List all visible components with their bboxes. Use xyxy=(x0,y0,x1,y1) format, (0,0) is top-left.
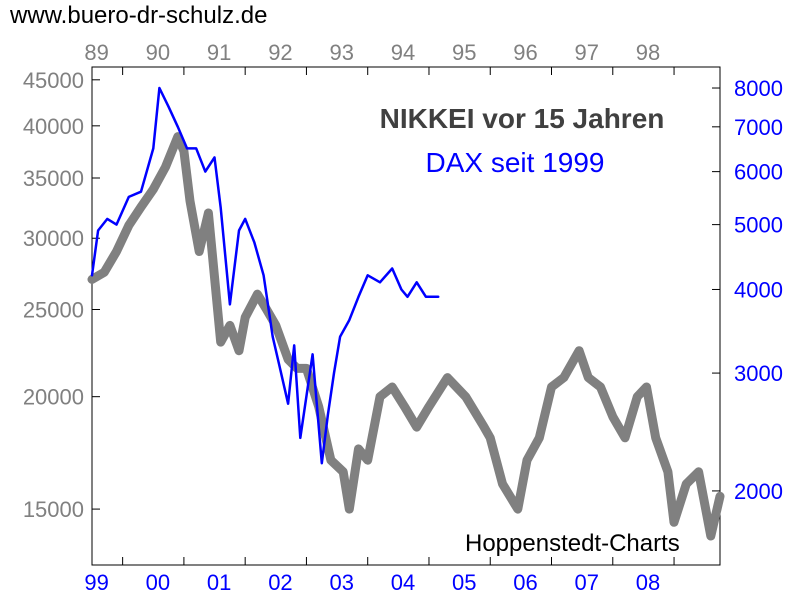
right-y-tick-label: 6000 xyxy=(734,160,783,185)
right-y-tick-label: 5000 xyxy=(734,213,783,238)
plot-border xyxy=(91,66,721,566)
left-y-tick-label: 40000 xyxy=(23,114,84,139)
bottom-x-tick-label: 00 xyxy=(146,570,170,595)
bottom-x-tick-label: 07 xyxy=(575,570,599,595)
top-x-tick-label: 93 xyxy=(329,40,353,65)
dax-series-line xyxy=(90,86,440,465)
top-x-tick-label: 96 xyxy=(513,40,537,65)
bottom-x-tick-label: 03 xyxy=(329,570,353,595)
right-y-tick-label: 3000 xyxy=(734,361,783,386)
bottom-x-tick-label: 04 xyxy=(391,570,415,595)
top-x-tick-label: 89 xyxy=(84,40,108,65)
bottom-x-tick-label: 02 xyxy=(268,570,292,595)
top-x-tick-label: 90 xyxy=(146,40,170,65)
right-y-tick-label: 8000 xyxy=(734,76,783,101)
right-y-tick-label: 7000 xyxy=(734,115,783,140)
bottom-x-tick-label: 05 xyxy=(452,570,476,595)
top-x-tick-label: 98 xyxy=(636,40,660,65)
left-y-tick-label: 35000 xyxy=(23,166,84,191)
bottom-x-tick-label: 01 xyxy=(207,570,231,595)
right-y-tick-label: 4000 xyxy=(734,277,783,302)
left-y-tick-label: 15000 xyxy=(23,497,84,522)
top-x-tick-label: 92 xyxy=(268,40,292,65)
source-watermark: www.buero-dr-schulz.de xyxy=(10,2,268,29)
bottom-x-tick-label: 08 xyxy=(636,570,660,595)
chart-subtitle: DAX seit 1999 xyxy=(426,147,605,178)
top-x-tick-label: 97 xyxy=(575,40,599,65)
left-y-tick-label: 20000 xyxy=(23,385,84,410)
chart-title: NIKKEI vor 15 Jahren xyxy=(380,103,665,134)
left-y-tick-label: 30000 xyxy=(23,226,84,251)
left-y-tick-label: 25000 xyxy=(23,297,84,322)
top-x-tick-label: 94 xyxy=(391,40,415,65)
right-y-tick-label: 2000 xyxy=(734,479,783,504)
nikkei-series-line xyxy=(87,132,725,541)
bottom-x-tick-label: 06 xyxy=(513,570,537,595)
top-x-tick-label: 95 xyxy=(452,40,476,65)
left-y-tick-label: 45000 xyxy=(23,68,84,93)
bottom-x-tick-label: 99 xyxy=(84,570,108,595)
top-x-tick-label: 91 xyxy=(207,40,231,65)
credit-label: Hoppenstedt-Charts xyxy=(465,530,680,557)
